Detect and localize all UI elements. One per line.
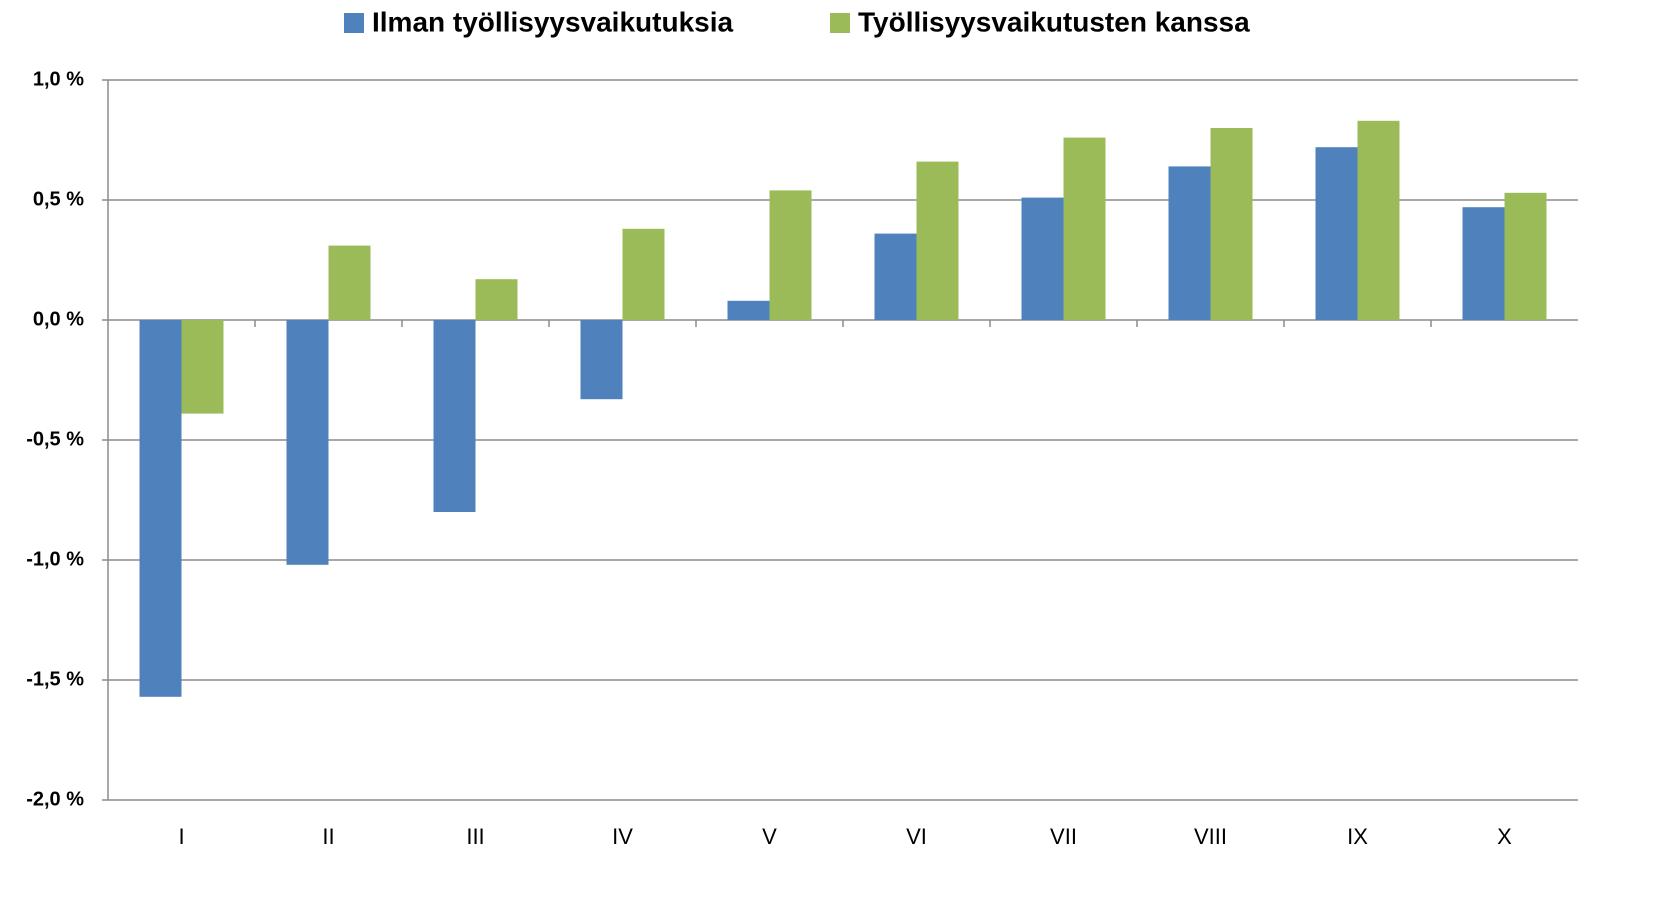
x-tick-label: IV xyxy=(612,824,633,849)
x-tick-label: VII xyxy=(1050,824,1077,849)
bar xyxy=(1063,137,1106,320)
bar xyxy=(475,279,518,320)
bar xyxy=(1462,207,1505,320)
y-tick-label: 1,0 % xyxy=(33,68,84,90)
y-tick-label: -1,0 % xyxy=(26,548,84,570)
bar xyxy=(328,245,371,320)
legend-label: Ilman työllisyysvaikutuksia xyxy=(372,6,733,37)
bar xyxy=(580,320,623,400)
bar xyxy=(874,233,917,320)
bar xyxy=(1210,128,1253,320)
x-tick-label: V xyxy=(762,824,777,849)
bar xyxy=(622,228,665,320)
bar xyxy=(727,300,770,320)
y-tick-label: 0,0 % xyxy=(33,308,84,330)
bar xyxy=(1504,192,1547,320)
legend-swatch xyxy=(830,13,850,33)
bar xyxy=(916,161,959,320)
legend-label: Työllisyysvaikutusten kanssa xyxy=(858,6,1250,37)
y-tick-label: -1,5 % xyxy=(26,668,84,690)
y-tick-label: -2,0 % xyxy=(26,788,84,810)
x-tick-label: X xyxy=(1497,824,1512,849)
bar xyxy=(286,320,329,565)
y-tick-label: -0,5 % xyxy=(26,428,84,450)
bar xyxy=(181,320,224,414)
x-tick-label: I xyxy=(178,824,184,849)
bar xyxy=(1168,166,1211,320)
bar xyxy=(1357,120,1400,320)
bar xyxy=(433,320,476,512)
x-tick-label: VIII xyxy=(1194,824,1227,849)
bar xyxy=(1315,147,1358,320)
legend-swatch xyxy=(344,13,364,33)
bar xyxy=(1021,197,1064,320)
bar xyxy=(139,320,182,697)
y-tick-label: 0,5 % xyxy=(33,188,84,210)
x-tick-label: III xyxy=(466,824,484,849)
x-tick-label: VI xyxy=(906,824,927,849)
bar xyxy=(769,190,812,320)
x-tick-label: II xyxy=(322,824,334,849)
x-tick-label: IX xyxy=(1347,824,1368,849)
